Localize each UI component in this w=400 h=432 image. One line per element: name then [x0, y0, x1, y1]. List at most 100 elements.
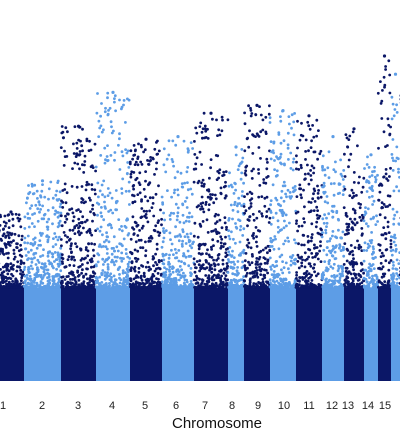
snp-point [74, 282, 78, 285]
chromosome-16-points [389, 72, 400, 381]
snp-point [325, 195, 329, 198]
snp-point [153, 229, 157, 233]
snp-point [236, 260, 240, 263]
snp-point [132, 232, 136, 236]
snp-point [92, 281, 95, 284]
snp-point [279, 284, 282, 287]
snp-point [146, 199, 150, 203]
snp-point [52, 275, 56, 278]
snp-point [228, 281, 231, 285]
snp-point [329, 182, 333, 186]
snp-point [124, 226, 128, 229]
snp-point [35, 273, 38, 277]
snp-point [268, 104, 271, 108]
snp-point [382, 175, 386, 179]
snp-point [242, 181, 246, 185]
snp-point [384, 237, 388, 241]
snp-point [294, 188, 297, 192]
snp-point [392, 217, 396, 221]
snp-point [369, 281, 372, 284]
snp-point [106, 223, 110, 227]
snp-point [90, 233, 94, 237]
snp-point [306, 120, 310, 124]
snp-point [337, 267, 341, 270]
snp-point [36, 197, 39, 200]
snp-point [291, 186, 295, 190]
snp-point [68, 263, 72, 267]
snp-point [107, 210, 110, 213]
snp-point [296, 229, 299, 233]
snp-point [194, 162, 198, 166]
snp-point [202, 185, 206, 188]
snp-point [64, 126, 68, 130]
snp-point [353, 223, 357, 227]
snp-point [134, 160, 138, 164]
snp-point [110, 125, 113, 129]
snp-point [218, 168, 222, 172]
snp-point [360, 227, 364, 230]
snp-point [307, 272, 311, 276]
snp-point [100, 272, 104, 276]
snp-point [161, 252, 165, 256]
snp-point [334, 257, 338, 260]
snp-point [282, 139, 286, 143]
peak-point [281, 109, 285, 113]
snp-point [384, 232, 388, 236]
snp-point [257, 135, 261, 138]
snp-point [153, 147, 157, 151]
snp-point [258, 105, 261, 108]
snp-point [243, 195, 246, 199]
snp-point [15, 279, 19, 282]
snp-point [53, 251, 57, 254]
snp-point [198, 125, 202, 128]
snp-point [265, 261, 269, 265]
snp-point [68, 237, 72, 241]
snp-point [312, 283, 316, 287]
snp-point [151, 196, 155, 200]
snp-point [297, 224, 301, 228]
snp-point [15, 242, 18, 246]
snp-point [254, 113, 258, 116]
x-tick-label: 15 [379, 400, 391, 412]
snp-point [59, 211, 63, 215]
snp-point [42, 263, 46, 266]
snp-point [168, 265, 172, 269]
snp-point [197, 263, 201, 267]
snp-point [248, 271, 252, 275]
snp-point [98, 243, 102, 247]
snp-point [94, 263, 98, 266]
snp-point [170, 248, 173, 252]
snp-point [202, 182, 206, 186]
snp-point [182, 275, 186, 279]
snp-point [260, 283, 264, 287]
snp-point [90, 188, 94, 191]
snp-point [88, 196, 91, 200]
snp-point [108, 191, 112, 195]
snp-point [302, 217, 306, 221]
snp-point [362, 277, 366, 281]
snp-point [280, 189, 284, 193]
snp-point [133, 163, 137, 167]
snp-point [5, 282, 8, 286]
snp-point [137, 270, 141, 274]
snp-point [232, 192, 236, 195]
snp-point [61, 136, 65, 140]
snp-point [372, 281, 375, 285]
snp-point [288, 195, 292, 199]
snp-point [212, 201, 216, 205]
snp-point [23, 215, 27, 219]
snp-point [169, 273, 173, 276]
snp-point [253, 285, 257, 289]
snp-point [395, 272, 398, 275]
snp-point [288, 191, 292, 194]
snp-point [243, 122, 247, 126]
snp-point [367, 269, 371, 273]
snp-point [378, 248, 382, 252]
snp-point [146, 159, 149, 162]
snp-point [338, 278, 342, 282]
snp-point [125, 275, 128, 279]
snp-point [98, 189, 102, 193]
snp-point [370, 264, 373, 268]
snp-point [371, 245, 375, 249]
snp-point [242, 275, 246, 278]
